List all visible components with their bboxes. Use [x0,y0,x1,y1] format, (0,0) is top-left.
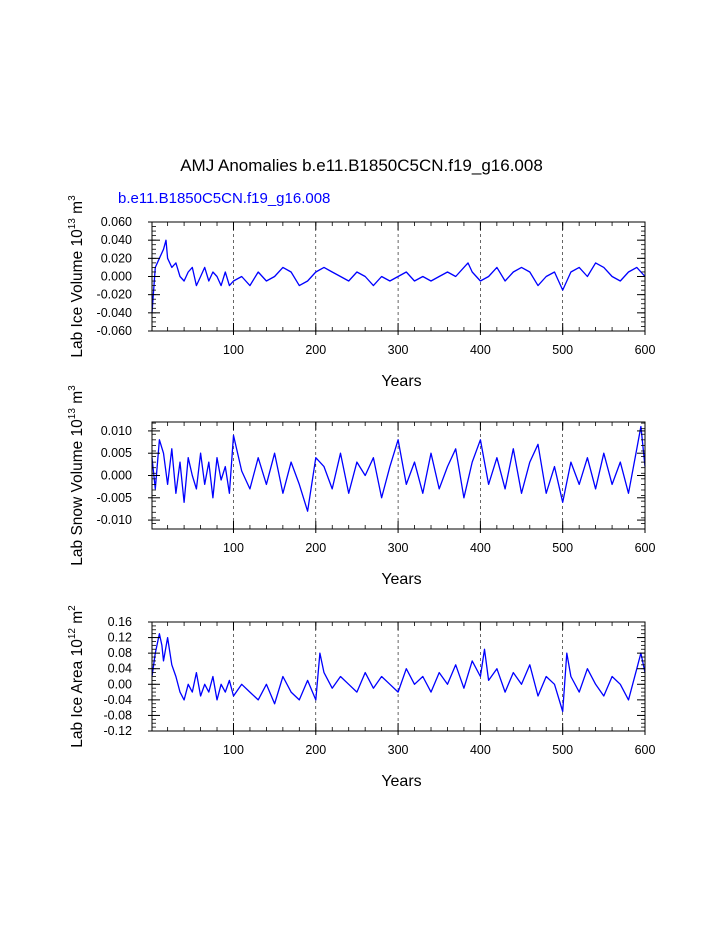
y-tick-label: 0.12 [108,631,132,645]
y-tick-label: 0.00 [108,677,132,691]
y-axis-label: Lab Ice Volume 1013 m3 [67,195,86,358]
y-axis-label: Lab Snow Volume 1013 m3 [67,385,86,566]
figure-subtitle: b.e11.B1850C5CN.f19_g16.008 [118,190,331,207]
x-tick-label: 500 [552,743,573,757]
x-tick-label: 600 [635,541,656,555]
data-line [151,425,646,512]
plot-frame [151,421,646,530]
x-tick-label: 200 [305,743,326,757]
y-tick-label: -0.020 [97,288,132,302]
chart-panel-1: -0.060 -0.040 -0.020 0.000 0.020 0.040 0.060 10… [67,195,655,390]
y-tick-label: -0.04 [104,693,133,707]
x-axis-label: Years [381,571,421,588]
x-tick-label: 200 [305,541,326,555]
x-tick-label: 100 [223,343,244,357]
y-tick-label: -0.12 [104,724,133,738]
y-tick-label: 0.010 [101,424,132,438]
y-tick-label: 0.060 [101,215,132,229]
y-tick-label: -0.040 [97,306,132,320]
x-tick-label: 400 [470,541,491,555]
x-tick-label: 400 [470,743,491,757]
y-tick-label: 0.020 [101,251,132,265]
data-line [151,239,646,313]
chart-panel-3: -0.12 -0.08-0.04 0.000.04 0.080.12 0.16 100 20… [67,605,655,790]
x-tick-label: 400 [470,343,491,357]
x-tick-label: 600 [635,743,656,757]
y-tick-label: -0.060 [97,324,132,338]
x-tick-label: 100 [223,743,244,757]
x-tick-label: 100 [223,541,244,555]
y-tick-label: -0.08 [104,708,133,722]
x-axis-label: Years [381,373,421,390]
y-tick-label: -0.005 [97,491,132,505]
x-tick-label: 600 [635,343,656,357]
x-tick-label: 500 [552,343,573,357]
y-tick-label: 0.040 [101,233,132,247]
data-line [151,633,646,713]
y-tick-label: -0.010 [97,513,132,527]
y-tick-label: 0.04 [108,662,132,676]
y-tick-label: 0.000 [101,469,132,483]
y-tick-label: 0.005 [101,446,132,460]
x-tick-label: 500 [552,541,573,555]
x-axis-label: Years [381,773,421,790]
figure-title: AMJ Anomalies b.e11.B1850C5CN.f19_g16.00… [180,156,543,175]
y-tick-label: 0.08 [108,646,132,660]
chart-panel-2: -0.010 -0.005 0.000 0.005 0.010 100 200 300 400 5… [67,385,655,588]
y-axis-label: Lab Ice Area 1012 m2 [67,605,86,748]
x-tick-label: 300 [388,541,409,555]
y-tick-label: 0.000 [101,270,132,284]
y-tick-label: 0.16 [108,615,132,629]
x-tick-label: 300 [388,743,409,757]
x-tick-label: 300 [388,343,409,357]
x-tick-label: 200 [305,343,326,357]
